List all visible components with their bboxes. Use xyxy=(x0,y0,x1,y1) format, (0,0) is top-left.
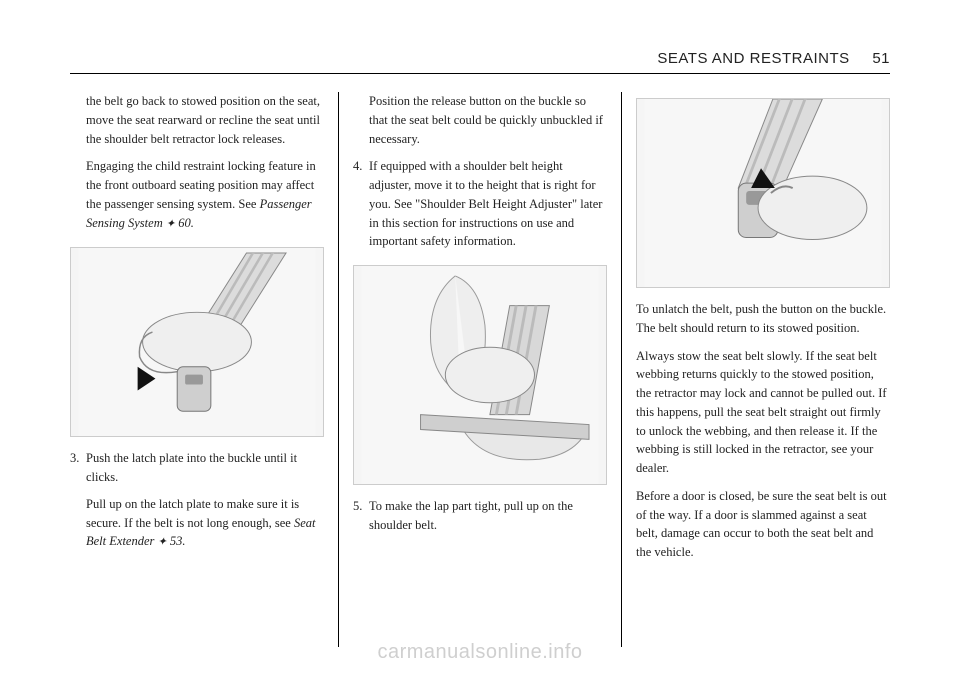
step-text: Push the latch plate into the buckle unt… xyxy=(86,449,324,487)
column-3: To unlatch the belt, push the button on … xyxy=(622,92,890,647)
step-text: To make the lap part tight, pull up on t… xyxy=(369,497,607,535)
figure-pull-shoulder xyxy=(353,265,607,485)
step-3: 3. Push the latch plate into the buckle … xyxy=(70,449,324,487)
paragraph: Before a door is closed, be sure the sea… xyxy=(636,487,890,562)
ref-page: 53. xyxy=(167,534,186,548)
page: SEATS AND RESTRAINTS 51 the belt go back… xyxy=(0,0,960,678)
section-title: SEATS AND RESTRAINTS xyxy=(657,50,849,67)
paragraph: Position the release button on the buckl… xyxy=(353,92,607,148)
text: ✦ 60. xyxy=(163,216,194,230)
ref-page: 60. xyxy=(175,216,194,230)
link-icon: ✦ xyxy=(158,536,167,548)
paragraph: Pull up on the latch plate to make sure … xyxy=(70,495,324,551)
figure-buckle-insert xyxy=(70,247,324,437)
seatbelt-unlatch-illustration xyxy=(637,99,889,287)
paragraph: To unlatch the belt, push the button on … xyxy=(636,300,890,338)
page-number: 51 xyxy=(872,50,890,67)
step-number: 3. xyxy=(70,449,86,487)
step-4: 4. If equipped with a shoulder belt heig… xyxy=(353,157,607,251)
paragraph: the belt go back to stowed position on t… xyxy=(70,92,324,148)
link-icon: ✦ xyxy=(166,218,175,230)
columns: the belt go back to stowed position on t… xyxy=(70,92,890,647)
step-5: 5. To make the lap part tight, pull up o… xyxy=(353,497,607,535)
text: Pull up on the latch plate to make sure … xyxy=(86,497,299,530)
paragraph: Engaging the child restraint locking fea… xyxy=(70,157,324,232)
paragraph: Always stow the seat belt slowly. If the… xyxy=(636,347,890,478)
seatbelt-pull-illustration xyxy=(354,266,606,484)
step-number: 4. xyxy=(353,157,369,251)
figure-unlatch xyxy=(636,98,890,288)
text: ✦ 53. xyxy=(154,534,185,548)
page-header: SEATS AND RESTRAINTS 51 xyxy=(70,50,890,74)
step-text: If equipped with a shoulder belt height … xyxy=(369,157,607,251)
column-1: the belt go back to stowed position on t… xyxy=(70,92,339,647)
column-2: Position the release button on the buckl… xyxy=(339,92,622,647)
seatbelt-buckle-illustration xyxy=(71,248,323,436)
step-number: 5. xyxy=(353,497,369,535)
